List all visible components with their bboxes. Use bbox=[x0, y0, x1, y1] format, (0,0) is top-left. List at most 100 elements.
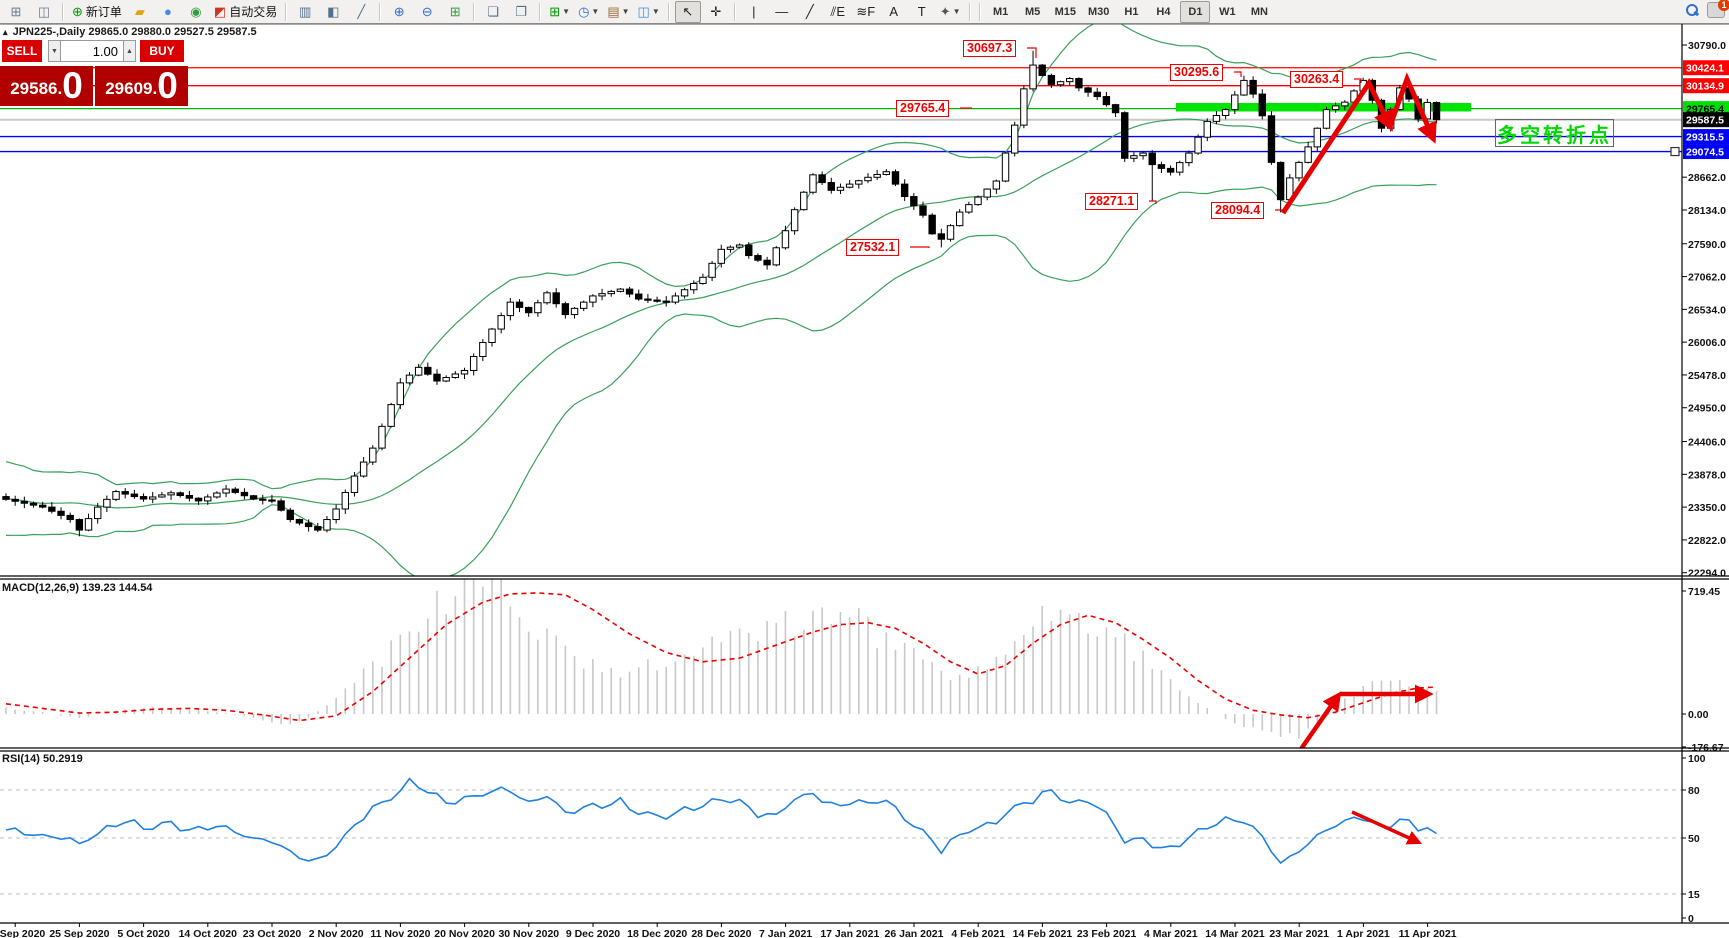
arrows-button[interactable]: ✦ ▼ bbox=[937, 1, 964, 23]
bollinger-lower bbox=[5, 183, 1437, 576]
drawn-arrow[interactable] bbox=[1280, 77, 1393, 215]
new-order-button[interactable]: ⊕ 新订单 bbox=[69, 1, 125, 23]
objects-list-button-dropdown[interactable]: ▼ bbox=[651, 7, 660, 16]
broadcast-icon: ◉ bbox=[190, 4, 202, 19]
search-icon[interactable] bbox=[1685, 3, 1700, 17]
price-callout[interactable]: 28094.4 bbox=[1211, 202, 1265, 219]
vertical-line-button[interactable]: | bbox=[741, 1, 767, 23]
zoom-in-icon[interactable]: ⊕ bbox=[386, 1, 412, 23]
sell-button[interactable]: SELL bbox=[2, 40, 42, 62]
candlestick-icon[interactable]: ◧ bbox=[320, 1, 346, 23]
axis-label: 22294.0 bbox=[1688, 568, 1726, 580]
volume-increase-button[interactable]: ▲ bbox=[123, 40, 136, 62]
text-button[interactable]: A bbox=[881, 1, 907, 23]
periods-button[interactable]: ◷ ▼ bbox=[575, 1, 602, 23]
callout-leader bbox=[1354, 78, 1362, 83]
callout-leader bbox=[910, 246, 930, 248]
macd-signal-line bbox=[5, 592, 1437, 722]
price-callout[interactable]: 30263.4 bbox=[1290, 71, 1344, 88]
timeframe-m30-button[interactable]: M30 bbox=[1088, 5, 1110, 18]
date-label: 20 Nov 2020 bbox=[434, 928, 495, 938]
line-chart-icon[interactable]: ╱ bbox=[348, 1, 374, 23]
zoom-out-icon[interactable]: ⊖ bbox=[414, 1, 440, 23]
macd-axis-label: -176.67 bbox=[1688, 742, 1724, 754]
trendline-button[interactable]: ╱ bbox=[797, 1, 823, 23]
timeframe-h4-button[interactable]: H4 bbox=[1156, 5, 1171, 18]
date-label: 14 Feb 2021 bbox=[1013, 928, 1073, 938]
timeframe-h1-button[interactable]: H1 bbox=[1124, 5, 1139, 18]
crosshair-button[interactable]: ✛ bbox=[703, 1, 729, 23]
periods-button-dropdown[interactable]: ▼ bbox=[591, 7, 600, 16]
templates-button[interactable]: ▤ ▼ bbox=[604, 1, 632, 23]
rsi-line bbox=[5, 777, 1437, 865]
indicators-button-dropdown[interactable]: ▼ bbox=[562, 7, 571, 16]
horizontal-line-button[interactable]: — bbox=[769, 1, 795, 23]
panel-collapse-icon[interactable]: ▴ bbox=[3, 27, 8, 37]
objects-list-button[interactable]: ◫ ▼ bbox=[635, 1, 663, 23]
data-window-icon[interactable]: ❏ bbox=[480, 1, 506, 23]
rsi-label: RSI(14) 50.2919 bbox=[2, 753, 83, 765]
toolbar-separator bbox=[285, 2, 288, 21]
date-label: 30 Nov 2020 bbox=[498, 928, 559, 938]
timeframe-m1-button[interactable]: M1 bbox=[992, 5, 1009, 18]
buy-button[interactable]: BUY bbox=[140, 40, 184, 62]
timeframe-m15-button[interactable]: M15 bbox=[1054, 5, 1076, 18]
buy-price-box[interactable]: 29609 . 0 bbox=[95, 66, 188, 106]
price-callout[interactable]: 28271.1 bbox=[1085, 193, 1139, 210]
terminal-icon[interactable]: ❐ bbox=[508, 1, 534, 23]
sell-price-box[interactable]: 29586 . 0 bbox=[0, 66, 93, 106]
price-callout[interactable]: 27532.1 bbox=[846, 239, 900, 256]
price-callout[interactable]: 30295.6 bbox=[1170, 64, 1224, 81]
toolbar-separator bbox=[62, 2, 64, 21]
chat-icon[interactable]: ● bbox=[155, 1, 181, 23]
notifications-icon[interactable]: 1 bbox=[1707, 0, 1729, 18]
axis-label: 26006.0 bbox=[1688, 337, 1726, 349]
drawn-arrow[interactable] bbox=[1387, 72, 1437, 144]
tile-windows-icon[interactable]: ⊞ bbox=[442, 1, 468, 23]
timeframe-d1-button[interactable]: D1 bbox=[1180, 0, 1211, 23]
toolbar-separator bbox=[539, 2, 542, 21]
date-label: 18 Dec 2020 bbox=[627, 928, 687, 938]
timeframe-w1-button[interactable]: W1 bbox=[1219, 5, 1236, 18]
drawn-arrow[interactable] bbox=[1299, 691, 1342, 749]
profiles-icon[interactable]: ◫ bbox=[31, 1, 57, 23]
price-badge-text: 30134.9 bbox=[1686, 81, 1724, 93]
arrows-button-dropdown[interactable]: ▼ bbox=[952, 7, 961, 16]
timeframe-m5-button[interactable]: M5 bbox=[1024, 5, 1041, 18]
equidistant-channel-button: ⫽E bbox=[830, 4, 845, 19]
date-label: 14 Oct 2020 bbox=[179, 928, 238, 938]
templates-button-dropdown[interactable]: ▼ bbox=[621, 7, 630, 16]
price-callout[interactable]: 29765.4 bbox=[896, 100, 950, 117]
drawn-arrow[interactable] bbox=[1351, 810, 1423, 845]
fibonacci-button[interactable]: ≋F bbox=[853, 1, 879, 23]
volume-input[interactable]: 1.00 bbox=[61, 40, 123, 62]
line-chart-icon: ╱ bbox=[357, 4, 366, 19]
macd-label: MACD(12,26,9) 139.23 144.54 bbox=[2, 582, 153, 594]
date-label: 5 Oct 2020 bbox=[117, 928, 170, 938]
price-badge bbox=[1683, 129, 1729, 145]
turning-point-annotation[interactable]: 多空转折点 bbox=[1495, 119, 1614, 147]
volume-decrease-button[interactable]: ▼ bbox=[48, 40, 61, 62]
toolbar: ⊞ ◫ ⊕ 新订单 ▰ ● ◉ ◩ 自动交易 ▥ ◧ ╱ ⊕ ⊖ ⊞ ❏ ❐ ⊞ ▼ ◷ ▼ ▤ ▼ ◫ ▼ ↖ ✛ | — ╱ ⫽E ≋F A… bbox=[0, 0, 1729, 24]
new-chart-icon[interactable]: ⊞ bbox=[3, 1, 29, 23]
cursor-button[interactable]: ↖ bbox=[674, 0, 701, 23]
date-label: 4 Mar 2021 bbox=[1144, 928, 1198, 938]
line-handle[interactable] bbox=[1670, 146, 1680, 157]
indicators-button[interactable]: ⊞ ▼ bbox=[546, 1, 573, 23]
broadcast-icon[interactable]: ◉ bbox=[183, 1, 209, 23]
autotrading-button[interactable]: ◩ 自动交易 bbox=[211, 1, 280, 23]
date-label: 23 Feb 2021 bbox=[1077, 928, 1137, 938]
arrows-button: ✦ bbox=[939, 4, 951, 19]
text-label-button[interactable]: T bbox=[909, 1, 935, 23]
date-label: 16 Sep 2020 bbox=[0, 928, 45, 938]
timeframe-mn-button[interactable]: MN bbox=[1250, 5, 1268, 18]
indicators-button: ⊞ bbox=[549, 4, 561, 19]
wallet-icon[interactable]: ▰ bbox=[127, 1, 153, 23]
date-label: 23 Mar 2021 bbox=[1269, 928, 1329, 938]
wallet-icon: ▰ bbox=[134, 4, 145, 19]
bar-chart-icon[interactable]: ▥ bbox=[292, 1, 318, 23]
price-callout[interactable]: 30697.3 bbox=[963, 40, 1017, 57]
equidistant-channel-button[interactable]: ⫽E bbox=[825, 1, 851, 23]
horizontal-line-button: — bbox=[775, 4, 789, 19]
